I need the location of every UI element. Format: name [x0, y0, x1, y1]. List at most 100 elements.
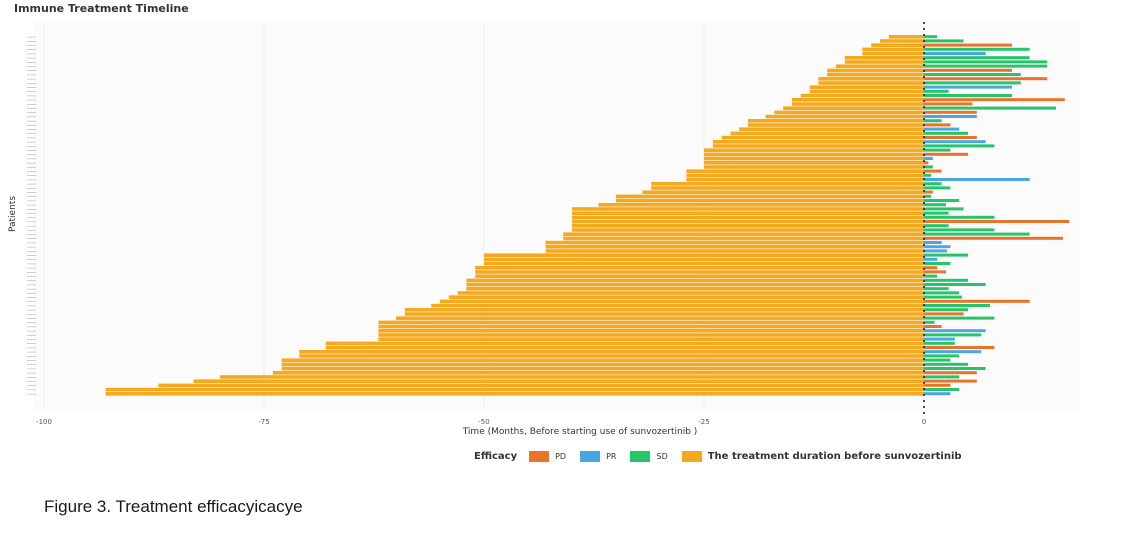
- legend-label-pd: PD: [555, 451, 567, 461]
- before-bar: [739, 127, 924, 131]
- before-bar: [281, 366, 925, 371]
- before-bar: [818, 77, 924, 81]
- after-bar: [924, 392, 951, 396]
- after-bar: [924, 169, 942, 173]
- x-tick-label: -100: [36, 418, 52, 426]
- before-bar: [325, 345, 925, 350]
- after-bar: [924, 207, 964, 211]
- before-bar: [572, 224, 924, 228]
- before-bar: [404, 312, 924, 316]
- after-bar: [924, 131, 968, 135]
- before-bar: [686, 173, 924, 178]
- figure-caption: Figure 3. Treatment efficacyicacye: [44, 497, 303, 516]
- x-tick-labels-layer: -100 -75 -50 -25 0: [36, 418, 926, 426]
- before-bar: [457, 291, 924, 295]
- legend-swatch-pd: [529, 450, 550, 462]
- before-bar: [572, 219, 924, 224]
- before-bar: [616, 194, 924, 199]
- before-bar: [378, 324, 924, 329]
- after-bar: [924, 148, 951, 152]
- before-bar: [836, 64, 924, 68]
- after-bar: [924, 329, 986, 333]
- legend-item-pr: PR: [580, 450, 616, 462]
- before-bar: [844, 56, 924, 60]
- after-bar: [924, 89, 949, 93]
- before-bar: [862, 51, 924, 56]
- timeline-chart: -100 -75 -50 -25 0 Immune Treatment Timeline…: [8, 2, 1070, 437]
- before-bar: [686, 169, 924, 173]
- after-bar: [924, 333, 982, 337]
- after-bar: [924, 320, 935, 324]
- after-bar: [924, 85, 1012, 89]
- before-bar: [774, 110, 924, 115]
- before-bar: [484, 257, 924, 262]
- before-bar: [748, 123, 924, 127]
- after-bar: [924, 245, 951, 249]
- after-bar: [924, 337, 955, 341]
- after-bar: [924, 110, 977, 114]
- before-bar: [730, 131, 924, 136]
- after-bar: [924, 123, 951, 127]
- before-bar: [563, 232, 924, 236]
- before-bar: [105, 387, 925, 392]
- after-bar: [924, 152, 968, 156]
- before-bar: [466, 282, 924, 287]
- after-bar: [924, 178, 1030, 181]
- before-bar: [783, 106, 924, 110]
- before-bar: [378, 333, 924, 337]
- after-bar: [924, 161, 929, 165]
- y-ticks-layer: [27, 36, 36, 395]
- before-bar: [281, 358, 925, 362]
- before-bar: [466, 278, 924, 283]
- after-bar: [924, 367, 986, 370]
- after-bar: [924, 270, 946, 274]
- legend-label-sd: SD: [656, 451, 668, 461]
- before-bar: [545, 240, 924, 245]
- after-bar: [924, 81, 1021, 85]
- before-bar: [378, 329, 924, 333]
- x-tick-label: -75: [258, 418, 269, 426]
- legend-item-pd: PD: [529, 450, 567, 462]
- before-bar: [818, 81, 924, 85]
- after-bar: [924, 249, 947, 253]
- after-bar: [924, 257, 938, 261]
- after-bar: [924, 358, 951, 362]
- before-bar: [475, 270, 924, 274]
- after-bar: [924, 186, 951, 190]
- legend-label-duration: The treatment duration before sunvozerti…: [707, 450, 962, 462]
- after-bar: [924, 98, 1065, 102]
- after-bar: [924, 371, 977, 375]
- after-bar: [924, 253, 968, 257]
- before-bar: [827, 72, 924, 77]
- after-bar: [924, 140, 986, 144]
- before-bar: [281, 362, 925, 367]
- legend-item-sd: SD: [630, 450, 668, 462]
- before-bar: [704, 152, 924, 157]
- before-bar: [616, 198, 924, 203]
- after-bar: [924, 304, 990, 307]
- after-bar: [924, 346, 995, 349]
- after-bar: [924, 190, 933, 194]
- before-bar: [712, 140, 924, 144]
- after-bar: [924, 199, 960, 202]
- after-bar: [924, 299, 1030, 303]
- x-tick-label: -25: [698, 418, 709, 426]
- legend-swatch-sd: [630, 450, 651, 462]
- before-bar: [440, 299, 924, 304]
- legend: Efficacy PD PR SD The treatment duration…: [474, 447, 976, 465]
- after-bar: [924, 283, 986, 286]
- after-bar: [924, 278, 968, 282]
- after-bar: [924, 224, 949, 228]
- after-bar: [924, 136, 977, 139]
- after-bar: [924, 52, 986, 55]
- before-bar: [475, 266, 924, 270]
- legend-swatch-pr: [580, 450, 601, 462]
- legend-swatch-duration: [681, 450, 702, 462]
- before-bar: [572, 211, 924, 215]
- after-bar: [924, 77, 1048, 81]
- before-bar: [572, 228, 924, 232]
- before-bar: [880, 39, 924, 43]
- x-tick-label: 0: [922, 418, 926, 426]
- after-bar: [924, 287, 949, 291]
- after-bar: [924, 291, 960, 295]
